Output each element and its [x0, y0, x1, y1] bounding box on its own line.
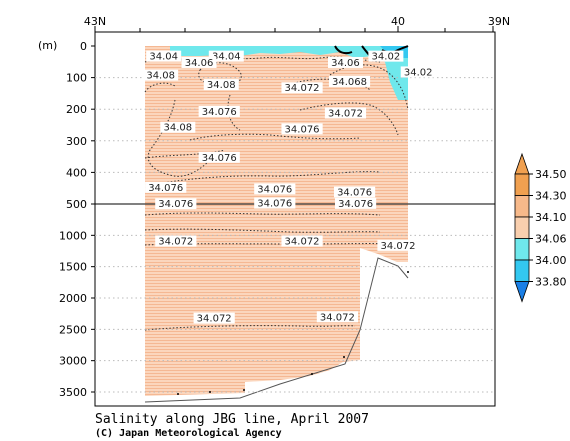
y-tick-label: 3500: [59, 386, 87, 399]
colorbar-bottom-arrow: [514, 281, 530, 303]
contour-label: 34.072: [158, 236, 193, 247]
contour-label-bg: [281, 82, 323, 94]
contour-label-bg: [281, 235, 323, 247]
contour-label: 34.076: [148, 183, 183, 194]
y-tick-label: 300: [66, 135, 87, 148]
colorbar-level-label: 34.00: [535, 254, 567, 267]
contour-label-bg: [203, 79, 239, 91]
contour-label-bg: [145, 181, 187, 193]
colorbar-segment: [514, 173, 530, 196]
station-markers: [177, 271, 409, 395]
colorbar-top-arrow: [514, 152, 530, 175]
contour-label-bg: [208, 50, 244, 62]
contour-label: 34.076: [338, 199, 373, 210]
y-tick-label: 3000: [59, 355, 87, 368]
contour-label: 34.08: [163, 123, 192, 134]
contour-label: 34.068: [332, 77, 367, 88]
contour-label: 34.08: [207, 80, 236, 91]
contour-label-bg: [328, 75, 371, 87]
y-tick-label: 200: [66, 103, 87, 116]
contour-label: 34.072: [328, 109, 363, 120]
colorbar-segment: [514, 195, 530, 218]
x-tick-label: 39N: [488, 15, 510, 28]
contour-label-bg: [316, 311, 358, 323]
x-tick-label: 40: [391, 15, 405, 28]
colorbar-level-label: 34.06: [535, 233, 567, 246]
colorbar-level-label: 34.10: [535, 211, 567, 224]
y-tick-label: 500: [66, 198, 87, 211]
colorbar-segment: [514, 238, 530, 261]
chart-title: Salinity along JBG line, April 2007: [95, 412, 369, 427]
contour-label-bg: [400, 66, 436, 78]
contour-label: 34.04: [149, 52, 178, 63]
contour-label: 34.076: [202, 107, 237, 118]
contour-label-bg: [281, 123, 323, 135]
contour-label-bg: [334, 197, 377, 209]
contour-label: 34.072: [285, 83, 320, 94]
contour-label-bg: [333, 186, 376, 198]
contour-label-bg: [143, 69, 179, 81]
contour-labels-group: 34.04 34.0434.0634.0834.0834.0634.0234.02…: [143, 50, 436, 325]
y-tick-label: 2500: [59, 323, 87, 336]
contour-label-bg: [181, 56, 217, 68]
contour-label-bg: [324, 107, 367, 119]
y-tick-label: 0: [80, 40, 87, 53]
y-tick-label: 100: [66, 72, 87, 85]
contour-label: 34.076: [285, 124, 320, 135]
contour-label: 34.076: [257, 199, 292, 210]
contour-label: 34.072: [285, 236, 320, 247]
contour-label: 34.06: [185, 58, 214, 69]
colorbar-level-label: 34.30: [535, 190, 567, 203]
contour-label-bg: [146, 50, 182, 62]
y-axis-tick-labels: 0 100 200 300 400 500 1000 1500 2000 2500 3000 3500: [59, 40, 87, 399]
y-tick-label: 1000: [59, 229, 87, 242]
colorbar-segment: [514, 259, 530, 282]
contour-label: 34.08: [146, 71, 175, 82]
contour-label: 34.076: [337, 188, 372, 199]
contour-label-bg: [368, 50, 404, 62]
contour-label: 34.076: [202, 153, 237, 164]
top-ticks: [94, 26, 494, 32]
contour-label: 34.076: [158, 199, 193, 210]
contour-label-bg: [155, 235, 197, 247]
contour-label-bg: [155, 198, 197, 210]
y-tick-label: 2000: [59, 292, 87, 305]
contour-label-bg: [327, 56, 363, 68]
salinity-field-34-06-34-10: [145, 46, 408, 396]
contour-label: 34.06: [331, 58, 360, 69]
contour-label-bg: [160, 121, 196, 133]
y-axis-unit: (m): [38, 39, 57, 52]
colorbar-level-label: 34.50: [535, 168, 567, 181]
contour-label-bg: [198, 105, 240, 117]
colorbar-level-label: 33.80: [535, 276, 567, 289]
sea-floor-line: [144, 257, 409, 403]
contour-label: 34.072: [320, 312, 355, 323]
colorbar: 34.50 34.30 34.10 34.06 34.00 33.80: [514, 152, 567, 303]
x-axis-tick-labels: 43N 40 39N: [84, 15, 510, 28]
contour-label-bg: [254, 197, 296, 209]
chart-credit: (C) Japan Meteorological Agency: [95, 428, 282, 439]
contour-label: 34.04: [212, 52, 241, 63]
contour-label-bg: [198, 151, 240, 163]
colorbar-segment: [514, 216, 530, 239]
contour-label-bg: [254, 183, 296, 195]
contour-label-bg: [377, 239, 419, 251]
y-tick-label: 1500: [59, 261, 87, 274]
y-tick-label: 400: [66, 166, 87, 179]
contour-label: 34.072: [197, 314, 232, 325]
contour-label: 34.076: [257, 184, 292, 195]
contour-label: 34.02: [372, 52, 401, 63]
y-axis-gridlines: [95, 77, 495, 393]
contour-label: 34.072: [381, 241, 416, 252]
contour-label-bg: [193, 312, 235, 324]
contour-label: 34.02: [404, 67, 433, 78]
x-tick-label: 43N: [84, 15, 106, 28]
y-axis-ticks: [91, 45, 95, 393]
